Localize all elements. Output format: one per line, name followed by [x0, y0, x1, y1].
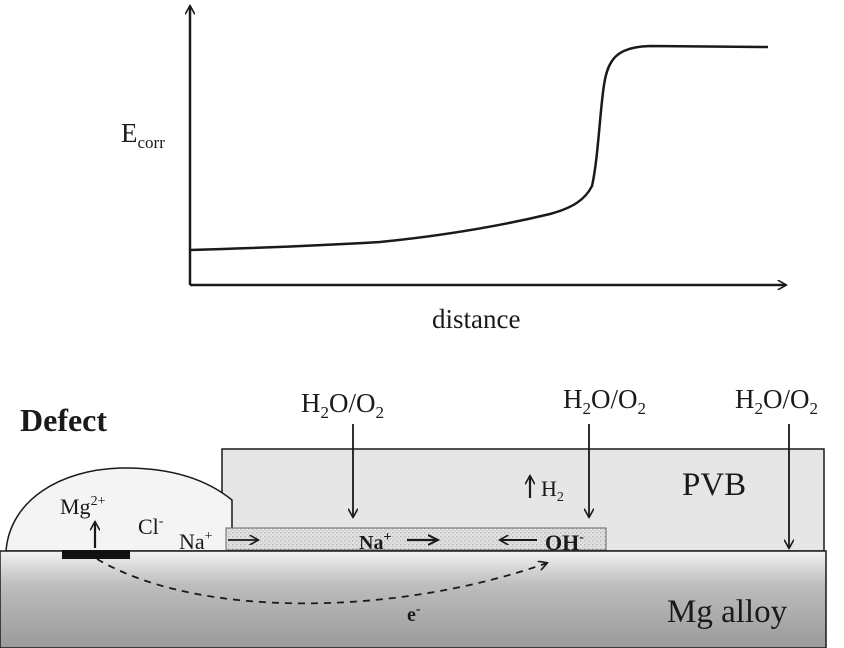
defect-electrolyte-dome: [5, 467, 233, 552]
na-ion-label: Na+: [179, 529, 213, 554]
electron-label: e-: [407, 602, 421, 626]
pvb-label: PVB: [682, 467, 746, 503]
h2o-o2-label-1: H2O/O2: [301, 388, 384, 422]
y-axis-label: Ecorr: [121, 118, 165, 152]
defect-label: Defect: [20, 402, 107, 438]
mg-alloy-substrate: [0, 550, 827, 648]
electron-path: [96, 558, 547, 605]
ecorr-curve: [189, 44, 769, 252]
mg-ion-label: Mg2+: [60, 494, 106, 519]
na-migrating-label: Na+: [359, 530, 391, 554]
h2-label: H2: [541, 476, 564, 505]
anodic-site: [62, 550, 130, 559]
cl-ion-label: Cl-: [138, 514, 164, 539]
corrosion-schematic: Defect PVB Mg alloy H2O/O2 H2O/O2 H2O/O2…: [0, 384, 827, 648]
x-axis-label: distance: [432, 304, 520, 334]
ecorr-graph: Ecorr distance: [121, 6, 786, 334]
h2o-o2-label-3: H2O/O2: [735, 384, 818, 418]
h2o-o2-label-2: H2O/O2: [563, 384, 646, 418]
mg-alloy-label: Mg alloy: [667, 594, 788, 630]
oh-ion-label: OH-: [545, 530, 584, 555]
